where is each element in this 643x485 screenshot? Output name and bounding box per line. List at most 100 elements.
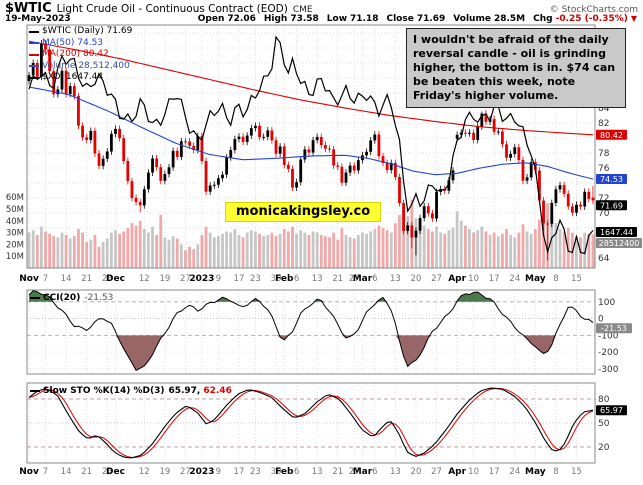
svg-text:Mar: Mar <box>353 274 373 284</box>
watermark: monicakingsley.co <box>225 202 382 222</box>
cci-line-swatch <box>30 297 40 299</box>
svg-text:24: 24 <box>509 467 520 477</box>
svg-text:65.97: 65.97 <box>600 406 623 415</box>
legend-item-label: $WTIC (Daily) 71.69 <box>42 26 133 36</box>
svg-text:50M: 50M <box>6 205 24 215</box>
svg-text:12: 12 <box>139 467 150 477</box>
svg-text:24: 24 <box>509 274 520 284</box>
svg-text:13: 13 <box>312 274 323 284</box>
svg-text:100: 100 <box>598 298 615 308</box>
svg-text:May: May <box>525 467 546 477</box>
svg-text:50: 50 <box>598 419 610 429</box>
volume-bars <box>27 199 595 268</box>
svg-text:15: 15 <box>571 274 582 284</box>
svg-text:6: 6 <box>294 274 299 284</box>
svg-text:21: 21 <box>332 274 343 284</box>
svg-text:Feb: Feb <box>275 467 294 477</box>
svg-text:9: 9 <box>216 274 221 284</box>
volume-label: Volume <box>453 14 491 24</box>
cci-panel-label: CCI(20) -21.53 <box>30 293 113 303</box>
svg-text:27: 27 <box>349 274 360 284</box>
high-label: High <box>263 14 288 24</box>
legend-item-wtic: $WTIC (Daily) 71.69 <box>29 26 132 38</box>
svg-text:12: 12 <box>139 274 150 284</box>
svg-text:64: 64 <box>598 254 610 264</box>
ma50-line-swatch <box>29 42 39 45</box>
chg-label: Chg <box>533 14 553 24</box>
svg-text:Dec: Dec <box>106 274 125 284</box>
svg-text:72: 72 <box>598 194 609 204</box>
quote-bar: Open 72.06 High 73.58 Low 71.18 Close 71… <box>198 14 637 24</box>
svg-text:19: 19 <box>159 274 170 284</box>
svg-text:7: 7 <box>43 274 48 284</box>
svg-text:20: 20 <box>411 274 422 284</box>
svg-text:28: 28 <box>102 274 113 284</box>
svg-text:30M: 30M <box>6 229 24 239</box>
svg-text:9: 9 <box>216 467 221 477</box>
annotation-note: I wouldn't be afraid of the daily revers… <box>406 28 626 109</box>
chart-header: $WTIC Light Crude Oil - Continuous Contr… <box>5 1 638 16</box>
svg-text:74.53: 74.53 <box>600 175 623 184</box>
svg-text:71.69: 71.69 <box>600 201 623 210</box>
svg-text:Apr: Apr <box>448 467 466 477</box>
sto-d-value: 62.46 <box>203 386 232 396</box>
close-value: 71.69 <box>416 14 446 24</box>
svg-text:1647.44: 1647.44 <box>600 228 633 237</box>
open-value: 72.06 <box>227 14 256 24</box>
high-value: 73.58 <box>290 14 319 24</box>
volume-value: 28.5M <box>493 14 526 24</box>
svg-text:10M: 10M <box>6 252 24 262</box>
svg-text:30: 30 <box>271 467 282 477</box>
svg-text:17: 17 <box>489 467 500 477</box>
svg-text:10: 10 <box>468 467 479 477</box>
chart-date: 19-May-2023 <box>5 14 71 24</box>
svg-text:84: 84 <box>598 104 610 114</box>
svg-text:Dec: Dec <box>106 467 125 477</box>
svg-text:Nov: Nov <box>19 467 39 477</box>
svg-text:-21.53: -21.53 <box>601 324 627 333</box>
legend-item-label: MA(200) 80.42 <box>42 49 109 59</box>
svg-text:0: 0 <box>598 315 604 325</box>
svg-text:6: 6 <box>372 274 377 284</box>
cci-value: -21.53 <box>84 293 114 303</box>
svg-text:14: 14 <box>61 274 72 284</box>
low-value: 71.18 <box>350 14 379 24</box>
instrument-name: Light Crude Oil - Continuous Contract (E… <box>56 3 288 15</box>
svg-text:17: 17 <box>234 274 245 284</box>
svg-text:21: 21 <box>81 467 92 477</box>
legend-item-label: MA(50) 74.53 <box>42 37 104 48</box>
overlay-lines <box>28 35 594 255</box>
svg-text:14: 14 <box>61 467 72 477</box>
svg-text:28512400: 28512400 <box>599 239 640 248</box>
legend-item-xoi: $XOI 1647.44 <box>29 72 132 84</box>
svg-text:Feb: Feb <box>275 274 294 284</box>
low-label: Low <box>326 14 348 24</box>
cci-name: CCI(20) <box>43 293 81 303</box>
svg-text:10: 10 <box>468 274 479 284</box>
svg-text:2023: 2023 <box>189 467 214 477</box>
legend-item-volume: Volume 28,512,400 <box>29 61 132 73</box>
candlesticks <box>27 40 595 261</box>
svg-text:20M: 20M <box>6 240 24 250</box>
sto-k-value: 65.97, <box>168 386 201 396</box>
svg-text:13: 13 <box>390 274 401 284</box>
svg-text:21: 21 <box>332 467 343 477</box>
svg-text:-100: -100 <box>598 331 619 341</box>
svg-text:19: 19 <box>159 467 170 477</box>
sto-name: Slow STO %K(14) %D(3) <box>43 386 165 396</box>
svg-text:6: 6 <box>372 467 377 477</box>
svg-text:70: 70 <box>598 209 610 219</box>
down-arrow-icon: ▼ <box>630 14 637 23</box>
legend-item-label: $XOI 1647.44 <box>42 72 104 82</box>
copyright: © StockCharts.com <box>549 5 638 15</box>
svg-text:-300: -300 <box>598 365 619 375</box>
svg-text:30: 30 <box>271 274 282 284</box>
svg-text:27: 27 <box>431 274 442 284</box>
svg-text:27: 27 <box>431 467 442 477</box>
cci-plot <box>28 290 594 371</box>
legend-item-ma200: MA(200) 80.42 <box>29 49 132 61</box>
svg-text:Apr: Apr <box>448 274 466 284</box>
legend-item-ma50: MA(50) 74.53 <box>29 38 132 50</box>
